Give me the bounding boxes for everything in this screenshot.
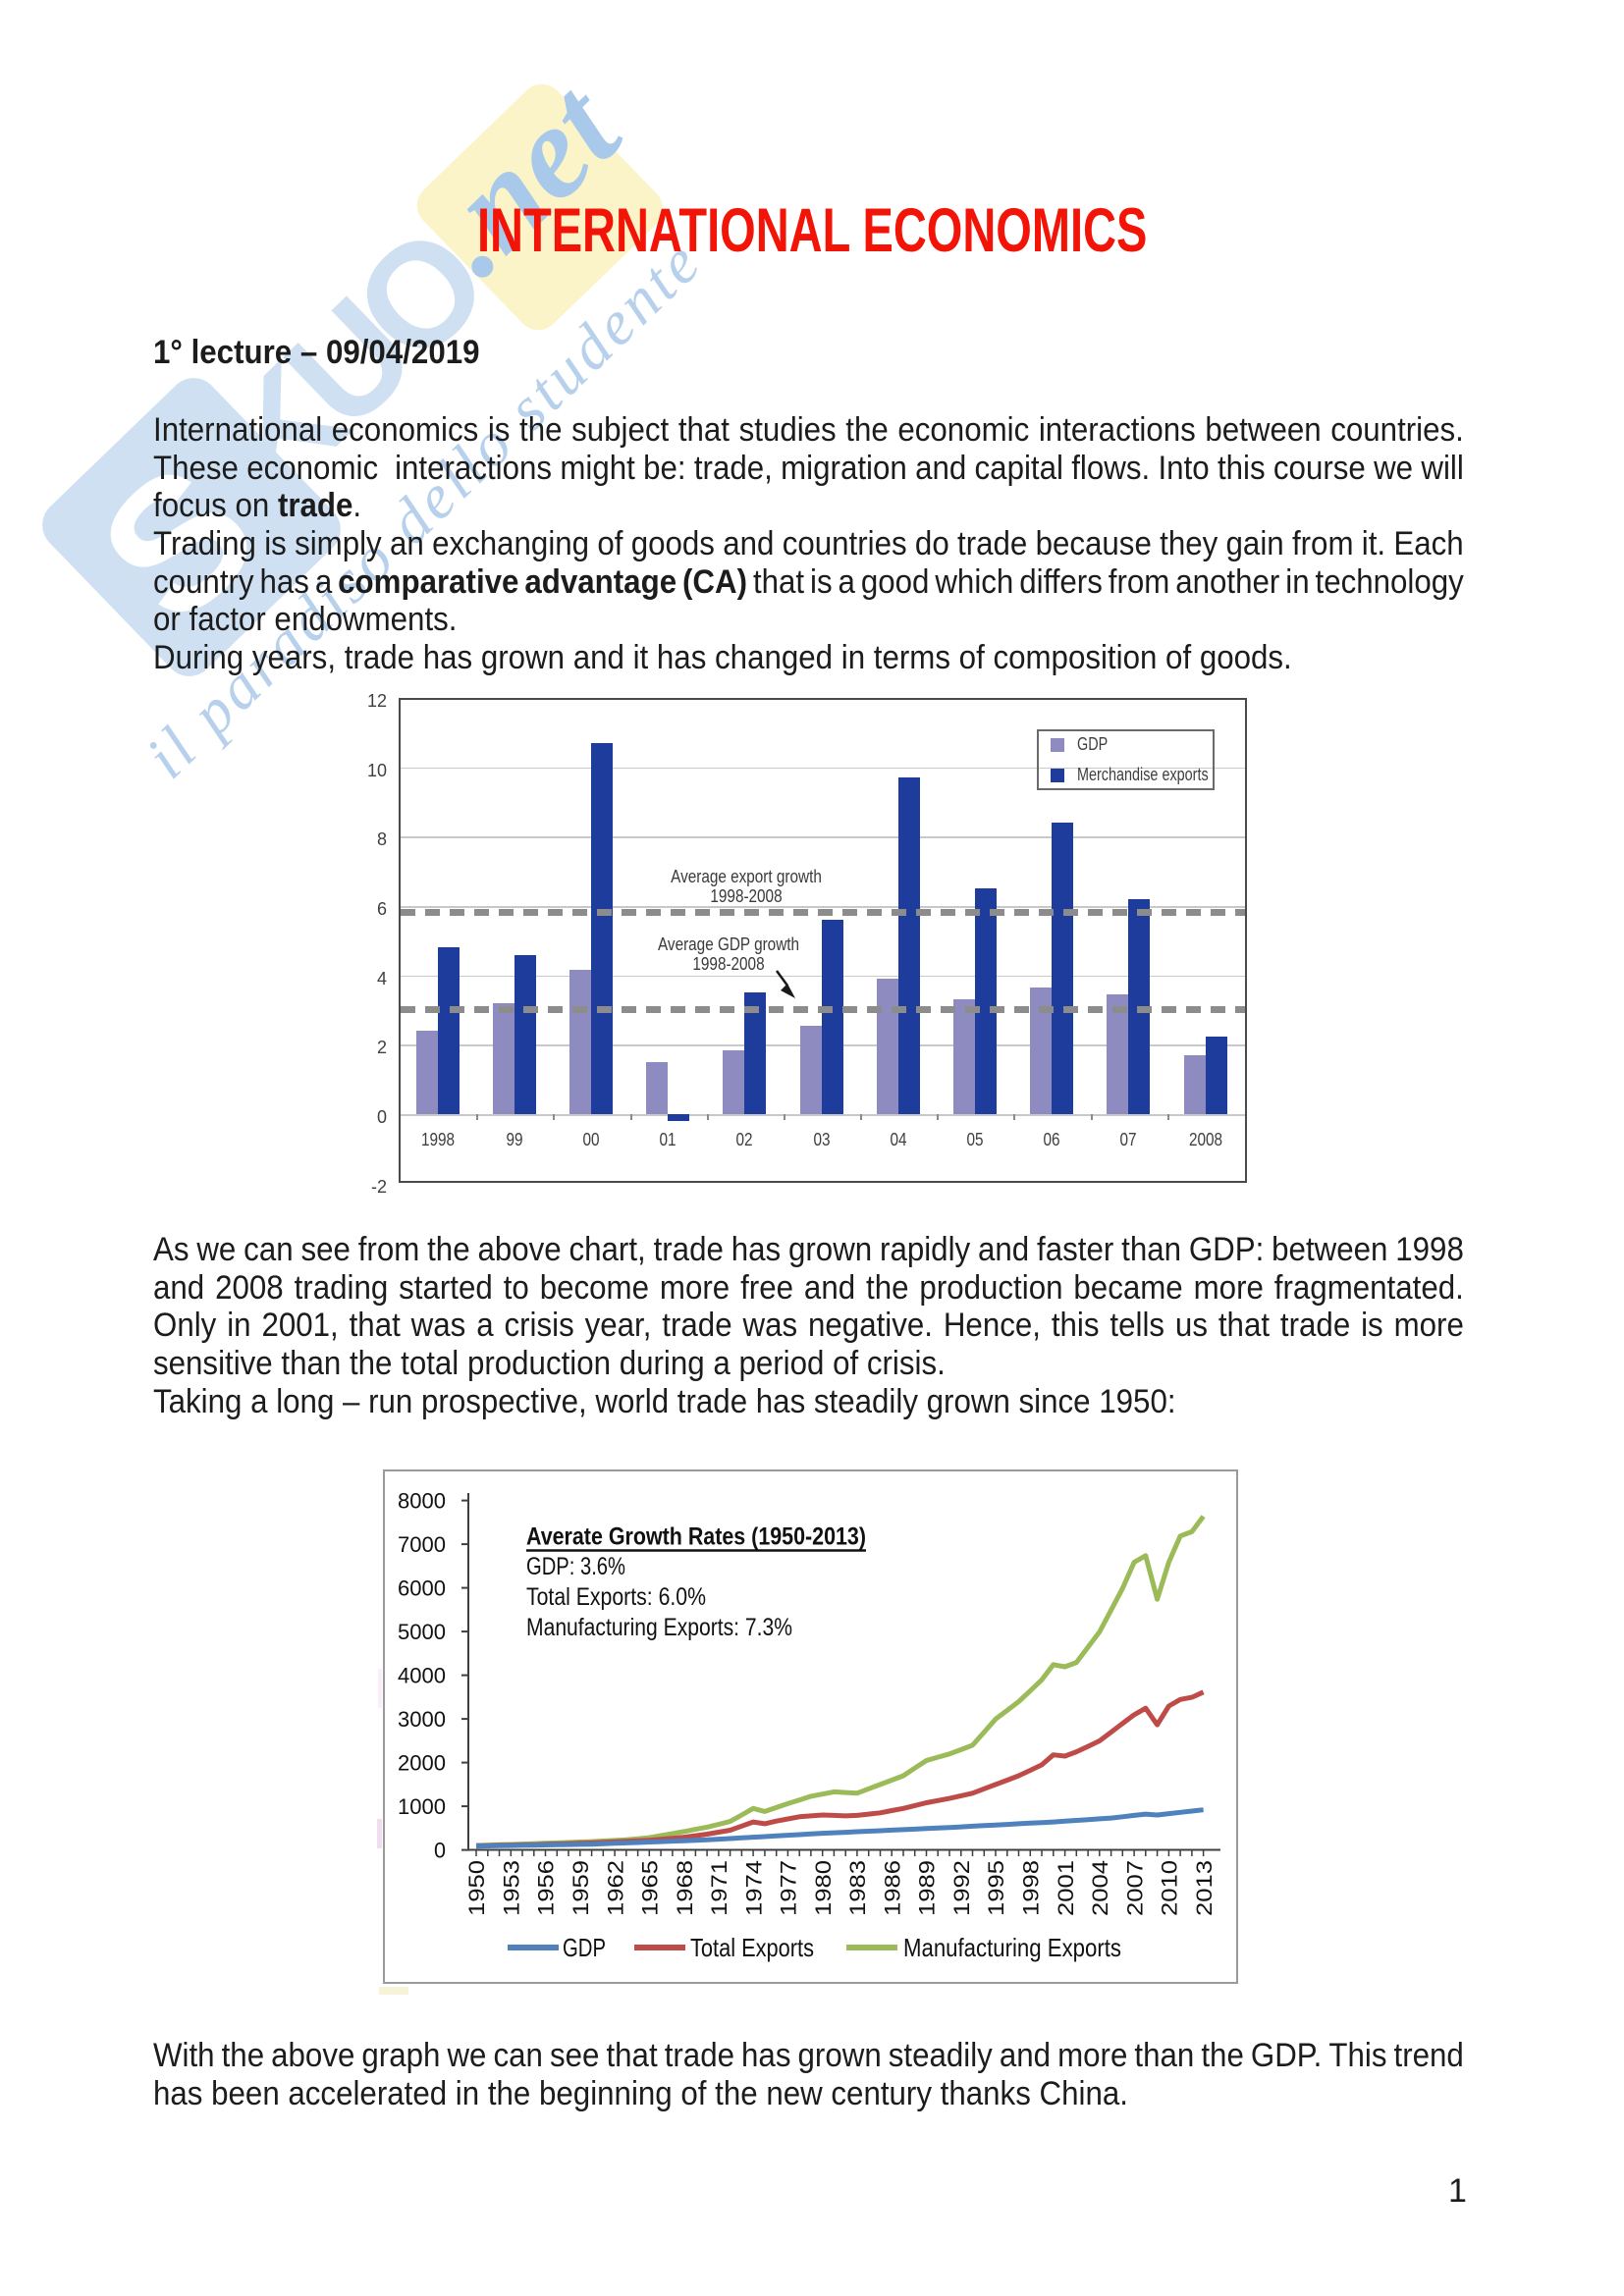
- svg-text:1959: 1959: [568, 1860, 593, 1916]
- svg-text:0: 0: [434, 1839, 446, 1863]
- svg-text:1953: 1953: [500, 1860, 524, 1916]
- svg-text:6000: 6000: [398, 1576, 446, 1601]
- svg-text:2007: 2007: [1122, 1860, 1147, 1916]
- svg-text:2010: 2010: [1158, 1860, 1182, 1916]
- svg-text:1974: 1974: [741, 1860, 766, 1916]
- svg-text:1965: 1965: [638, 1860, 663, 1916]
- svg-text:3000: 3000: [398, 1707, 446, 1732]
- svg-text:1977: 1977: [777, 1860, 801, 1916]
- svg-text:5000: 5000: [398, 1620, 446, 1644]
- svg-text:1980: 1980: [811, 1860, 836, 1916]
- svg-text:1962: 1962: [603, 1860, 627, 1916]
- svg-text:Manufacturing Exports: 7.3%: Manufacturing Exports: 7.3%: [526, 1614, 792, 1641]
- svg-text:1986: 1986: [880, 1860, 904, 1916]
- svg-text:GDP: 3.6%: GDP: 3.6%: [526, 1553, 625, 1580]
- svg-text:2013: 2013: [1192, 1860, 1217, 1916]
- svg-text:2001: 2001: [1054, 1860, 1078, 1916]
- svg-text:1995: 1995: [984, 1860, 1008, 1916]
- svg-text:1956: 1956: [534, 1860, 559, 1916]
- svg-text:2000: 2000: [398, 1751, 446, 1776]
- svg-text:Total Exports: 6.0%: Total Exports: 6.0%: [526, 1583, 706, 1611]
- svg-text:1998: 1998: [1019, 1860, 1044, 1916]
- svg-text:1968: 1968: [673, 1860, 697, 1916]
- svg-text:2004: 2004: [1088, 1860, 1112, 1916]
- svg-text:GDP: GDP: [563, 1933, 606, 1962]
- svg-text:1989: 1989: [915, 1860, 940, 1916]
- svg-text:7000: 7000: [398, 1532, 446, 1557]
- svg-text:1983: 1983: [845, 1860, 870, 1916]
- svg-text:Averate Growth Rates (1950-201: Averate Growth Rates (1950-2013): [526, 1523, 866, 1551]
- svg-text:Total Exports: Total Exports: [690, 1933, 814, 1962]
- svg-text:4000: 4000: [398, 1664, 446, 1688]
- svg-text:Manufacturing Exports: Manufacturing Exports: [903, 1933, 1121, 1962]
- svg-text:8000: 8000: [398, 1489, 446, 1514]
- svg-text:1000: 1000: [398, 1794, 446, 1819]
- svg-text:1950: 1950: [464, 1860, 489, 1916]
- svg-text:1971: 1971: [707, 1860, 731, 1916]
- svg-text:1992: 1992: [949, 1860, 974, 1916]
